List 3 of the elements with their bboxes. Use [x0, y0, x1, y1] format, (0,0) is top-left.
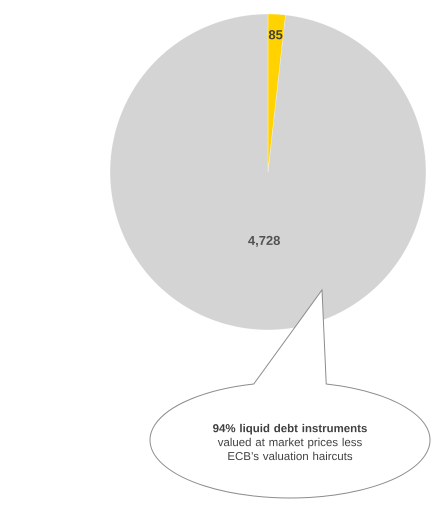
data-label: 85	[268, 30, 283, 40]
data-label: 4,728	[248, 236, 280, 247]
text: 94% liquid debt instruments valued at market prices less ECB’s valuation haircuts	[213, 424, 367, 460]
